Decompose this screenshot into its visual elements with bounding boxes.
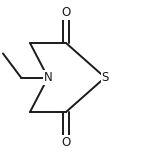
Text: S: S (101, 71, 109, 84)
Text: N: N (44, 71, 52, 84)
Text: O: O (61, 135, 71, 148)
Text: O: O (61, 7, 71, 20)
